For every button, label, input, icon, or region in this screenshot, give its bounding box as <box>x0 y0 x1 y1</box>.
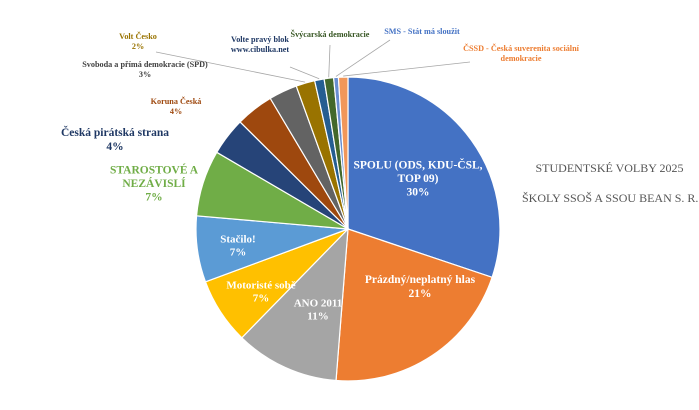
slice-label: Volt Česko 2% <box>119 31 157 51</box>
leader-line <box>289 66 320 80</box>
side-title-line-2: ŠKOLY SSOŠ A SSOU BEAN S. R. O. <box>522 191 699 205</box>
slice-label: Koruna Česká 4% <box>151 96 202 116</box>
slice-label: STAROSTOVÉ A NEZÁVISLÍ 7% <box>110 162 199 203</box>
slice-label: Česká pirátská strana 4% <box>61 125 169 153</box>
slice-label: Švýcarská demokracie <box>291 29 370 39</box>
slice-label: SMS - Stát má sloužit <box>384 27 460 36</box>
slice-label: Motoristé sobě 7% <box>226 280 295 305</box>
side-title-line-1: STUDENTSKÉ VOLBY 2025 <box>535 161 684 175</box>
slice-label: ČSSD - Česká suverenita sociální demokrac… <box>463 43 580 63</box>
pie-slice <box>337 76 349 230</box>
slice-label: Volte pravý blok www.cibulka.net <box>231 35 290 54</box>
slice-label: ANO 2011 11% <box>294 298 343 323</box>
slice-label: SPOLU (ODS, KDU-ČSL, TOP 09) 30% <box>353 157 482 198</box>
slice-label: Prázdný/neplatný hlas 21% <box>365 274 476 300</box>
slice-label: Svoboda a přímá demokracie (SPD) 3% <box>82 60 208 79</box>
leader-line <box>343 61 471 77</box>
pie-slice <box>335 228 493 382</box>
pie-slice <box>347 76 501 279</box>
pie-slice <box>240 227 349 382</box>
leader-line <box>335 39 391 77</box>
slice-label: Stačilo! 7% <box>220 234 255 259</box>
leader-line <box>155 51 306 83</box>
leader-line <box>328 44 331 78</box>
